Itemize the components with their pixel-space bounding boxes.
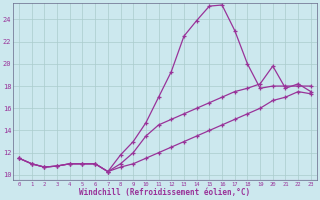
X-axis label: Windchill (Refroidissement éolien,°C): Windchill (Refroidissement éolien,°C) [79, 188, 251, 197]
